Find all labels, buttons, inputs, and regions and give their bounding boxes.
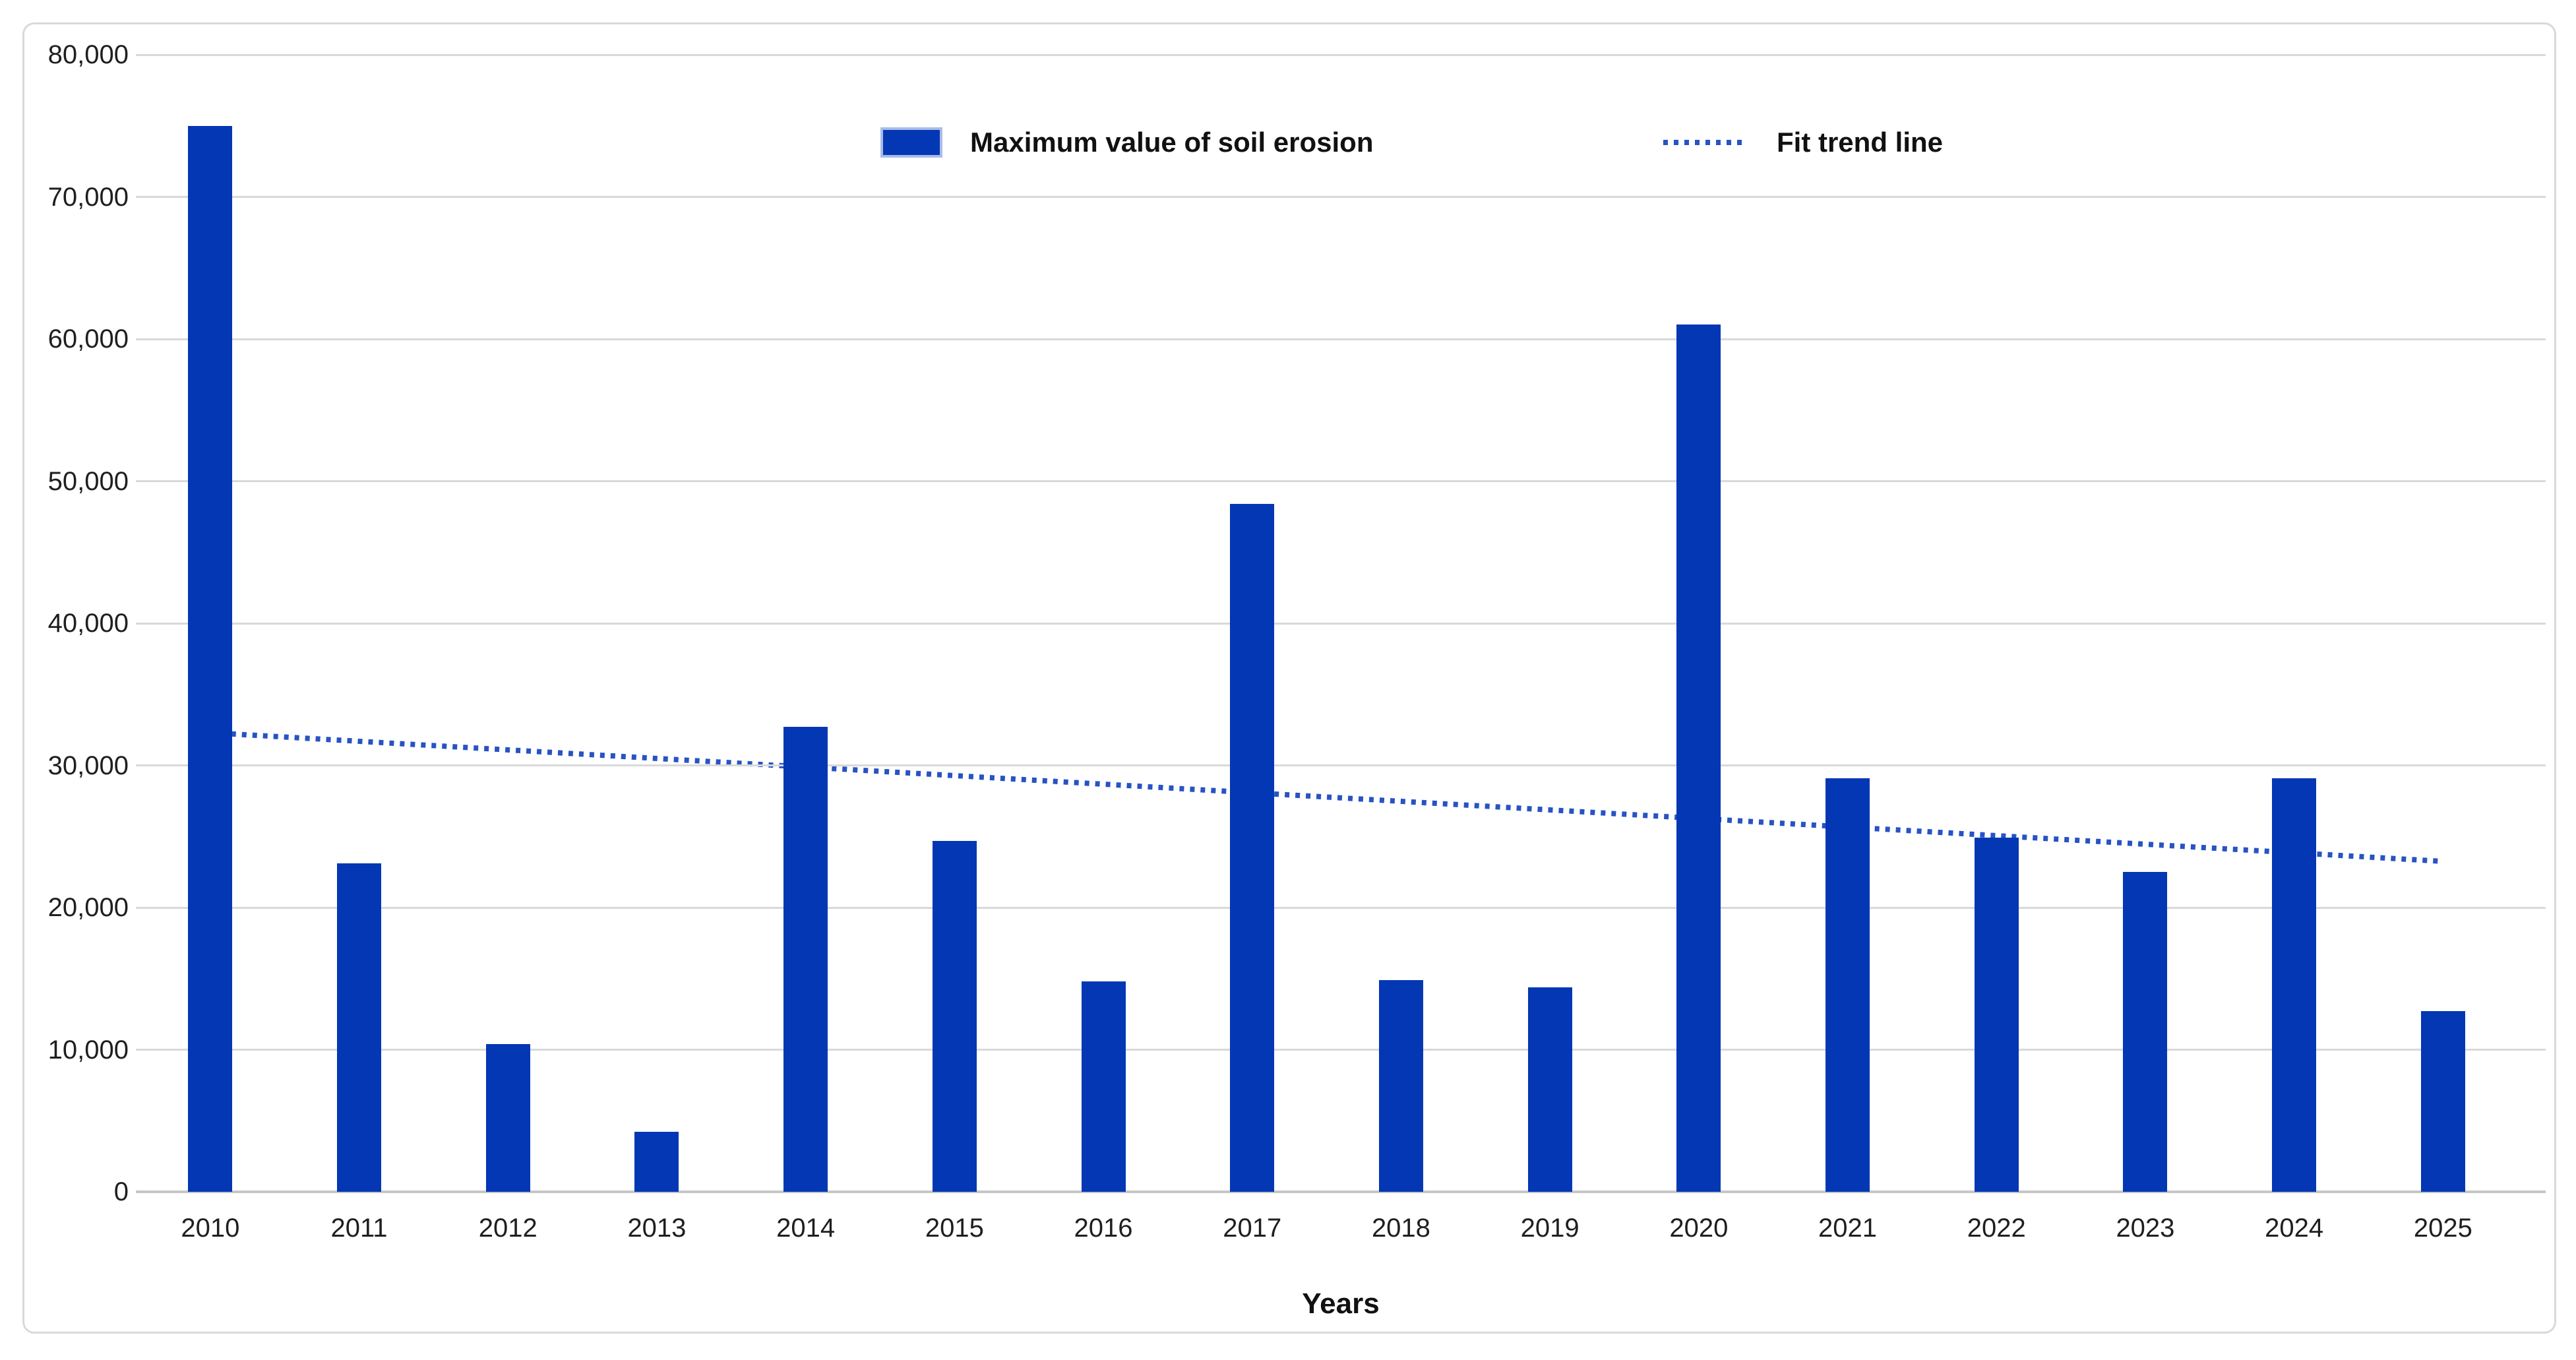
x-axis-tick-label: 2020: [1669, 1214, 1729, 1243]
bar-2010: [188, 125, 233, 1192]
x-axis-tick-label: 2014: [776, 1214, 836, 1243]
x-axis-tick-label: 2015: [925, 1214, 984, 1243]
y-axis-tick-label: 40,000: [47, 609, 129, 638]
y-axis-tick-label: 50,000: [47, 466, 129, 496]
x-axis-tick-label: 2023: [2116, 1214, 2175, 1243]
x-axis-title: Years: [1302, 1287, 1380, 1320]
gridline: [136, 622, 2546, 625]
y-axis-tick-label: 10,000: [47, 1035, 129, 1065]
bar-2017: [1230, 503, 1275, 1192]
y-axis-tick-label: 60,000: [47, 325, 129, 354]
gridline: [136, 53, 2546, 56]
bar-2018: [1378, 979, 1423, 1192]
gridline: [136, 764, 2546, 766]
bar-2022: [1974, 838, 2019, 1192]
y-axis-tick-label: 80,000: [47, 40, 129, 69]
bar-2021: [1825, 778, 1870, 1192]
bar-2025: [2420, 1011, 2465, 1192]
gridline: [136, 1049, 2546, 1051]
bar-2015: [932, 840, 977, 1192]
y-axis-tick-label: 30,000: [47, 751, 129, 780]
x-axis-tick-label: 2011: [330, 1214, 388, 1243]
x-axis-line: [136, 1190, 2546, 1193]
bar-2016: [1081, 981, 1126, 1192]
x-axis-tick-label: 2017: [1223, 1214, 1282, 1243]
x-axis-tick-label: 2016: [1074, 1214, 1133, 1243]
x-axis-tick-label: 2024: [2265, 1214, 2324, 1243]
x-axis-tick-label: 2019: [1520, 1214, 1579, 1243]
x-axis-tick-label: 2018: [1371, 1214, 1430, 1243]
bar-2019: [1527, 987, 1572, 1192]
bar-2023: [2123, 872, 2168, 1192]
y-axis-tick-label: 70,000: [47, 182, 129, 212]
gridline: [136, 196, 2546, 198]
y-axis-tick-label: 0: [113, 1177, 129, 1206]
bar-2014: [783, 727, 828, 1192]
x-axis-tick-label: 2021: [1818, 1214, 1878, 1243]
x-axis-tick-label: 2013: [627, 1214, 687, 1243]
bar-2013: [634, 1132, 679, 1192]
bar-2011: [337, 863, 382, 1192]
gridline: [136, 338, 2546, 340]
bar-2012: [485, 1043, 530, 1192]
gridline: [136, 480, 2546, 482]
bar-2020: [1676, 325, 1721, 1192]
x-axis-tick-label: 2010: [181, 1214, 240, 1243]
x-axis-tick-label: 2022: [1967, 1214, 2026, 1243]
gridline: [136, 906, 2546, 909]
y-axis-tick-label: 20,000: [47, 893, 129, 922]
bar-2024: [2272, 778, 2317, 1192]
x-axis-tick-label: 2012: [478, 1214, 537, 1243]
x-axis-tick-label: 2025: [2413, 1214, 2472, 1243]
